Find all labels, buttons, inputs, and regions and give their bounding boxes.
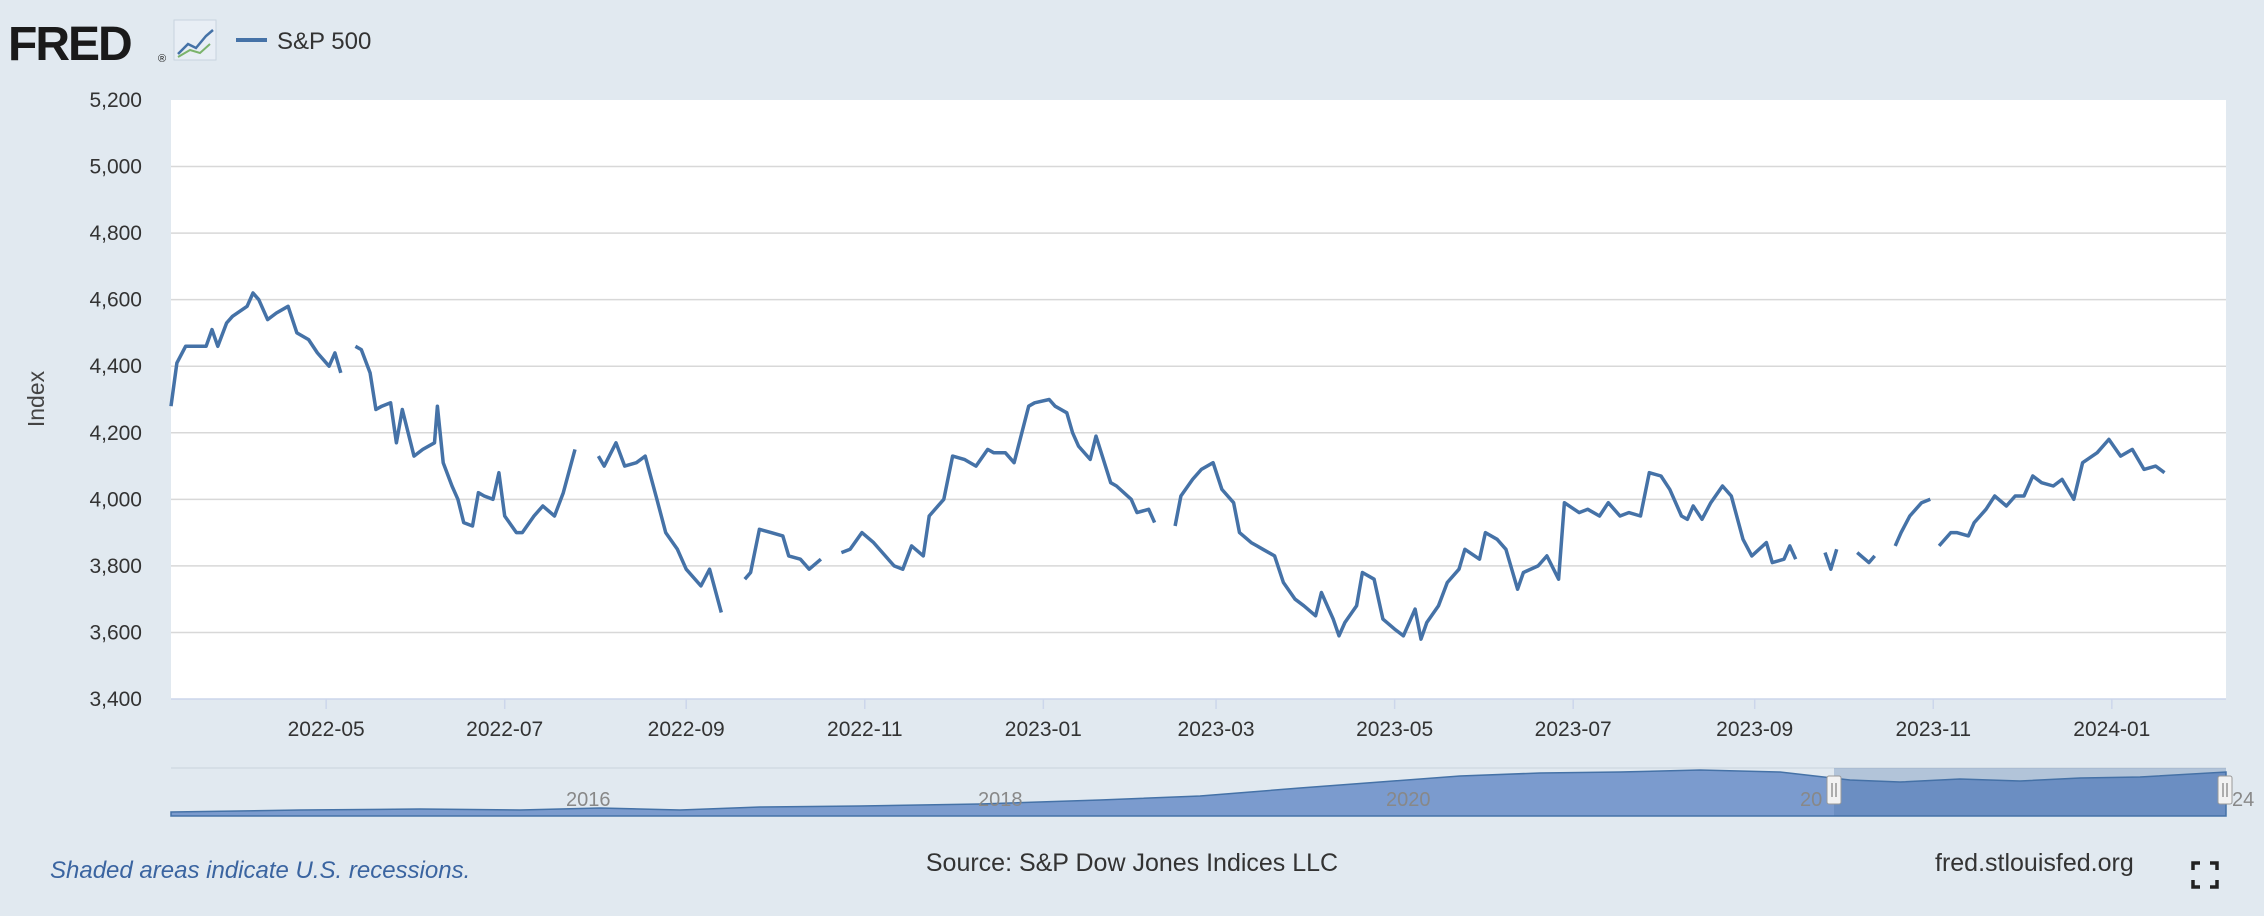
x-axis-ticks: 2022-05 2022-07 2022-09 2022-11 2023-01 2023-… — [288, 699, 2150, 741]
series-line-segment — [840, 397, 1157, 571]
series-line-segment — [354, 344, 577, 535]
navigator-label-2016: 2016 — [566, 789, 611, 811]
series-line-segment — [1893, 497, 1931, 547]
navigator-handle-left[interactable] — [1826, 775, 1842, 805]
x-tick-label: 2023-03 — [1178, 718, 1255, 741]
x-tick-label: 2023-07 — [1535, 718, 1612, 741]
x-tick-label: 2022-09 — [648, 718, 725, 741]
plot-area[interactable] — [171, 100, 2226, 699]
x-tick-label: 2023-05 — [1356, 718, 1433, 741]
y-tick-label: 5,000 — [89, 156, 142, 179]
series-line-segment — [1173, 460, 1798, 641]
series-line-segment — [169, 291, 343, 407]
line-chart-icon — [173, 19, 217, 61]
y-tick-label: 4,600 — [89, 289, 142, 312]
x-tick-label: 2023-11 — [1896, 718, 1972, 741]
series-line-segment — [596, 441, 723, 613]
series-line-segment — [743, 527, 823, 581]
site-link[interactable]: fred.stlouisfed.org — [1935, 849, 2134, 877]
y-axis-label: Index — [23, 370, 49, 427]
y-tick-label: 3,400 — [89, 688, 142, 711]
y-tick-label: 4,800 — [89, 222, 142, 245]
navigator-handle-right[interactable] — [2217, 775, 2233, 805]
navigator-label-2018: 2018 — [978, 789, 1023, 811]
recession-note: Shaded areas indicate U.S. recessions. — [50, 857, 471, 884]
range-navigator[interactable]: 2016 2018 2020 20 24 — [170, 767, 2254, 817]
y-tick-label: 3,600 — [89, 621, 142, 644]
y-axis-ticks: 3,400 3,600 3,800 4,000 4,200 4,400 4,600 4,800… — [89, 89, 142, 711]
series-sp500 — [169, 291, 2166, 641]
navigator-area — [170, 769, 2227, 817]
grid-lines — [171, 165, 2226, 700]
y-tick-label: 4,400 — [89, 355, 142, 378]
series-line-segment — [1937, 437, 2166, 548]
navigator-label-2020: 2020 — [1386, 789, 1431, 811]
y-tick-label: 4,200 — [89, 422, 142, 445]
x-tick-label: 2024-01 — [2073, 718, 2150, 741]
logo-text: FRED — [8, 18, 131, 71]
series-line-segment — [1856, 551, 1877, 565]
y-tick-label: 5,200 — [89, 89, 142, 112]
legend-label: S&P 500 — [277, 28, 371, 55]
navigator-label-2024: 24 — [2232, 789, 2254, 811]
logo-registered: ® — [158, 53, 166, 65]
x-tick-label: 2022-11 — [827, 718, 903, 741]
navigator-selection[interactable] — [1834, 768, 2226, 816]
x-tick-label: 2022-05 — [288, 718, 365, 741]
navigator-label-2022: 20 — [1800, 789, 1822, 811]
y-tick-label: 3,800 — [89, 555, 142, 578]
source-text: Source: S&P Dow Jones Indices LLC — [925, 849, 1339, 877]
legend[interactable]: S&P 500 — [236, 28, 371, 55]
x-tick-label: 2023-01 — [1005, 718, 1082, 741]
fullscreen-icon[interactable] — [2190, 860, 2220, 890]
y-tick-label: 4,000 — [89, 488, 142, 511]
fred-logo[interactable]: FRED ® — [8, 18, 166, 71]
series-line-segment — [1823, 548, 1839, 571]
x-tick-label: 2022-07 — [466, 718, 543, 741]
x-tick-label: 2023-09 — [1716, 718, 1793, 741]
